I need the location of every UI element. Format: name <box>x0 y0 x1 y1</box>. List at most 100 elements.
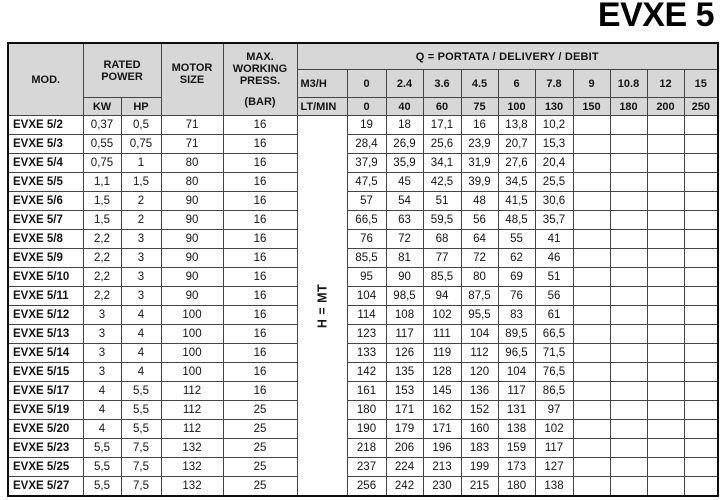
m3h-value: 6 <box>497 69 536 98</box>
q-value-cell <box>609 305 648 325</box>
q-value-cell: 97 <box>534 400 574 420</box>
q-value-cell: 23,9 <box>460 134 499 154</box>
table-row: EVXE 5/8 2,2 3 90 16 76 72 68 64 55 41 <box>7 229 719 249</box>
model-cell: EVXE 5/10 <box>7 267 84 287</box>
q-value-cell <box>683 438 719 458</box>
q-value-cell: 48 <box>460 191 499 211</box>
press-cell: 25 <box>222 457 298 477</box>
q-value-cell: 46 <box>534 248 574 268</box>
kw-cell: 2,2 <box>82 229 122 249</box>
q-value-cell: 206 <box>385 438 424 458</box>
q-value-cell: 95,5 <box>460 305 499 325</box>
motor-size-cell: 71 <box>160 115 224 135</box>
q-value-cell <box>609 438 648 458</box>
q-value-cell <box>646 343 685 363</box>
q-value-cell: 89,5 <box>497 324 536 344</box>
q-value-cell: 126 <box>385 343 424 363</box>
q-value-cell: 51 <box>422 191 462 211</box>
press-cell: 16 <box>222 381 298 401</box>
press-cell: 25 <box>222 419 298 439</box>
mod-header: MOD. <box>7 42 84 116</box>
q-value-cell <box>683 286 719 306</box>
q-value-cell <box>609 115 648 135</box>
q-value-cell <box>646 476 685 497</box>
q-value-cell: 28,4 <box>346 134 387 154</box>
q-value-cell: 102 <box>534 419 574 439</box>
q-value-cell: 39,9 <box>460 172 499 192</box>
q-value-cell: 37,9 <box>346 153 387 173</box>
q-value-cell: 196 <box>422 438 462 458</box>
q-value-cell: 66,5 <box>534 324 574 344</box>
ltmin-value: 250 <box>683 97 719 116</box>
motor-size-cell: 90 <box>160 248 224 268</box>
q-value-cell <box>572 305 611 325</box>
hp-cell: 2 <box>120 210 162 230</box>
q-value-cell: 51 <box>534 267 574 287</box>
hp-cell: 0,75 <box>120 134 162 154</box>
m3h-value: 10.8 <box>609 69 648 98</box>
q-value-cell <box>683 476 719 497</box>
m3h-value: 7.8 <box>534 69 574 98</box>
ltmin-value: 150 <box>572 97 611 116</box>
q-value-cell <box>572 191 611 211</box>
hp-cell: 5,5 <box>120 400 162 420</box>
q-value-cell <box>683 172 719 192</box>
table-row: EVXE 5/27 5,5 7,5 132 25 256 242 230 215 180 138 <box>7 476 719 497</box>
q-value-cell <box>609 191 648 211</box>
q-value-cell: 145 <box>422 381 462 401</box>
ltmin-value: 130 <box>534 97 574 116</box>
q-value-cell <box>609 362 648 382</box>
m3h-value: 2.4 <box>385 69 424 98</box>
q-value-cell: 61 <box>534 305 574 325</box>
kw-cell: 2,2 <box>82 248 122 268</box>
kw-cell: 3 <box>82 362 122 382</box>
q-value-cell <box>683 343 719 363</box>
q-value-cell: 66,5 <box>346 210 387 230</box>
motor-size-cell: 132 <box>160 476 224 497</box>
table-row: EVXE 5/5 1,1 1,5 80 16 47,5 45 42,5 39,9 34,5 25,5 <box>7 172 719 192</box>
q-value-cell <box>609 229 648 249</box>
q-value-cell <box>646 248 685 268</box>
m3h-label: M3/H <box>296 69 348 98</box>
q-value-cell <box>609 248 648 268</box>
q-value-cell <box>646 115 685 135</box>
table-row: EVXE 5/20 4 5,5 112 25 190 179 171 160 138 102 <box>7 419 719 439</box>
table-row: EVXE 5/19 4 5,5 112 25 180 171 162 152 131 97 <box>7 400 719 420</box>
q-value-cell: 138 <box>534 476 574 497</box>
q-value-cell: 64 <box>460 229 499 249</box>
pump-spec-table: MOD. RATED POWER MOTOR SIZE MAX. WORKING… <box>7 42 720 497</box>
q-value-cell <box>572 324 611 344</box>
q-value-cell <box>646 229 685 249</box>
q-value-cell <box>572 210 611 230</box>
q-value-cell: 104 <box>460 324 499 344</box>
model-cell: EVXE 5/12 <box>7 305 84 325</box>
q-value-cell: 15,3 <box>534 134 574 154</box>
kw-cell: 4 <box>82 381 122 401</box>
kw-cell: 4 <box>82 400 122 420</box>
q-value-cell <box>572 172 611 192</box>
table-row: EVXE 5/10 2,2 3 90 16 95 90 85,5 80 69 51 <box>7 267 719 287</box>
q-value-cell: 127 <box>534 457 574 477</box>
q-value-cell: 230 <box>422 476 462 497</box>
q-value-cell <box>572 438 611 458</box>
hp-cell: 5,5 <box>120 419 162 439</box>
q-value-cell: 76 <box>497 286 536 306</box>
q-value-cell: 56 <box>534 286 574 306</box>
q-value-cell <box>646 191 685 211</box>
q-value-cell <box>683 381 719 401</box>
q-value-cell <box>646 324 685 344</box>
q-value-cell <box>609 134 648 154</box>
q-value-cell: 18 <box>385 115 424 135</box>
q-value-cell: 162 <box>422 400 462 420</box>
q-value-cell: 171 <box>385 400 424 420</box>
table-row: EVXE 5/6 1,5 2 90 16 57 54 51 48 41,5 30,6 <box>7 191 719 211</box>
m3h-value: 4.5 <box>460 69 499 98</box>
kw-cell: 0,75 <box>82 153 122 173</box>
model-cell: EVXE 5/20 <box>7 419 84 439</box>
q-value-cell: 133 <box>346 343 387 363</box>
q-value-cell: 95 <box>346 267 387 287</box>
q-value-cell <box>646 172 685 192</box>
table-body: EVXE 5/2 0,37 0,5 71 16 H = MT 19 18 17,1 16 13,8 1… <box>7 115 719 497</box>
table-header: MOD. RATED POWER MOTOR SIZE MAX. WORKING… <box>7 42 719 116</box>
hp-cell: 3 <box>120 267 162 287</box>
